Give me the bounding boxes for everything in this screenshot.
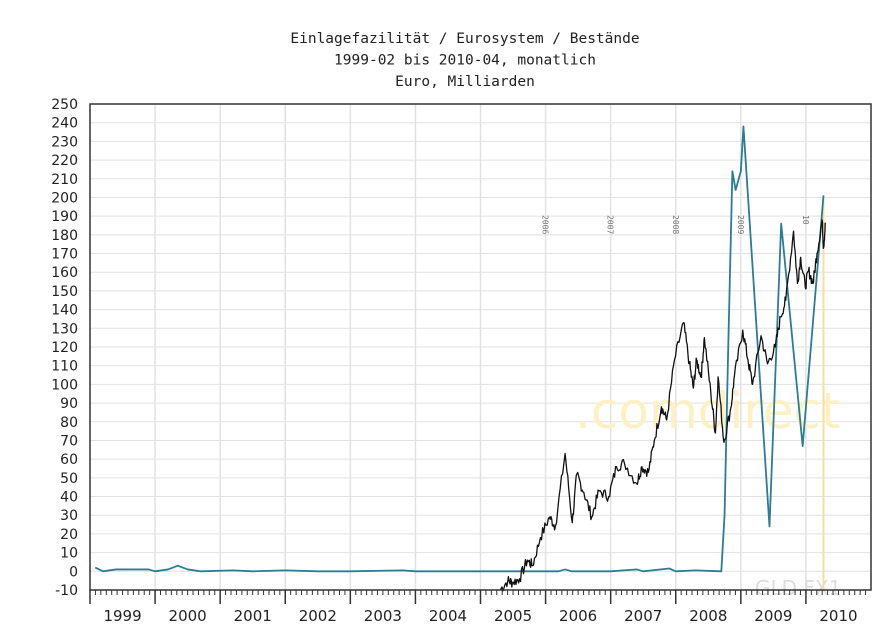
chart-title-line: 1999-02 bis 2010-04, monatlich (334, 53, 596, 69)
x-tick-label: 2003 (364, 607, 402, 625)
x-tick-label: 2009 (754, 607, 792, 625)
x-tick-label: 1999 (103, 607, 141, 625)
series-line-gld-fx1 (499, 219, 827, 592)
y-tick-label: 120 (51, 340, 78, 356)
y-tick-label: 60 (60, 452, 78, 468)
x-tick-label: 2010 (819, 607, 857, 625)
x-tick-label: 2000 (169, 607, 207, 625)
overlay-year-label: 10 (801, 215, 810, 225)
y-tick-label: 90 (60, 396, 78, 412)
x-tick-label: 2008 (689, 607, 727, 625)
overlay-year-label: 2008 (671, 215, 680, 234)
y-tick-label: 30 (60, 508, 78, 524)
y-tick-label: 220 (51, 153, 78, 169)
y-tick-label: 10 (60, 546, 78, 562)
y-tick-label: 40 (60, 490, 78, 506)
overlay-year-label: 2006 (541, 215, 550, 234)
y-tick-label: 70 (60, 433, 78, 449)
x-tick-label: 2005 (494, 607, 532, 625)
x-tick-label: 2006 (559, 607, 597, 625)
y-tick-label: 230 (51, 134, 78, 150)
y-tick-label: 80 (60, 415, 78, 431)
series-line-einlagefazilit-t (94, 125, 825, 573)
y-tick-label: 50 (60, 471, 78, 487)
y-tick-label: 240 (51, 116, 78, 132)
y-tick-label: 100 (51, 377, 78, 393)
y-tick-label: 170 (51, 247, 78, 263)
x-tick-label: 2002 (299, 607, 337, 625)
y-tick-label: 160 (51, 265, 78, 281)
x-tick-label: 2004 (429, 607, 467, 625)
y-tick-label: 210 (51, 172, 78, 188)
y-tick-label: 140 (51, 303, 78, 319)
watermark-text: .comdirect (575, 382, 841, 440)
chart-title-line: Euro, Milliarden (395, 74, 535, 90)
y-tick-label: 130 (51, 321, 78, 337)
plot-frame (89, 103, 872, 591)
y-tick-label: 200 (51, 190, 78, 206)
y-tick-label: 110 (51, 359, 78, 375)
overlay-year-label: 2007 (606, 215, 615, 234)
y-tick-label: 0 (69, 564, 78, 580)
overlay-year-label: 2009 (736, 215, 745, 234)
y-tick-label: 250 (51, 97, 78, 113)
y-tick-label: 20 (60, 527, 78, 543)
x-tick-label: 2001 (234, 607, 272, 625)
x-tick-label: 2007 (624, 607, 662, 625)
chart-title-line: Einlagefazilität / Eurosystem / Bestände (290, 31, 639, 47)
y-tick-label: 180 (51, 228, 78, 244)
y-tick-label: 150 (51, 284, 78, 300)
y-tick-label: 190 (51, 209, 78, 225)
overlay-symbol-watermark: GLD.FX1 (755, 576, 841, 600)
y-tick-label: -10 (55, 583, 78, 599)
